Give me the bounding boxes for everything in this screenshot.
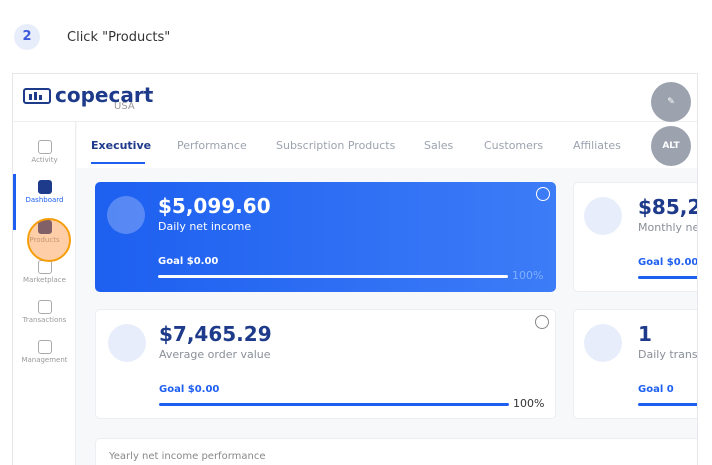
step-number: 2 — [14, 24, 40, 50]
sidebar-label: Management — [21, 356, 68, 364]
progress-percent: 100% — [512, 269, 544, 282]
card-icon — [107, 196, 145, 234]
active-indicator — [13, 174, 16, 230]
tab[interactable]: Executive — [91, 139, 152, 152]
sidebar-label: Activity — [31, 156, 58, 164]
card: 1 Daily transa Goal 0 — [573, 309, 698, 419]
sidebar-label: Marketplace — [23, 276, 66, 284]
tab[interactable]: Affiliates — [573, 139, 621, 152]
tab-underline — [91, 162, 145, 164]
card-value: $85,2 — [638, 195, 698, 219]
tab[interactable]: Sales — [424, 139, 454, 152]
sidebar-icon — [37, 260, 52, 274]
card-label: Daily transa — [638, 348, 698, 361]
sidebar-item[interactable]: Marketplace — [13, 260, 76, 284]
progress-bar — [159, 403, 509, 406]
sidebar: Activity Dashboard Products Marketplace Tran… — [13, 122, 76, 465]
card-goal: Goal $0.00 — [158, 256, 219, 267]
sidebar-item[interactable]: Management — [13, 340, 76, 364]
sidebar-label: Dashboard — [25, 196, 64, 204]
card-label: Monthly net — [638, 221, 698, 234]
card-goal: Goal $0.00 — [159, 384, 220, 395]
card: $5,099.60 Daily net income Goal $0.00 100% — [95, 182, 556, 292]
sidebar-item[interactable]: Transactions — [13, 300, 76, 324]
card-value: $5,099.60 — [158, 194, 271, 218]
card-value: 1 — [638, 322, 652, 346]
card: $85,2 Monthly net Goal $0.00 — [573, 182, 698, 292]
logo: copecart — [55, 83, 154, 107]
card-icon — [584, 197, 622, 235]
card-goal: Goal $0.00 — [638, 257, 698, 268]
screenshot: copecart USA Activity Dashboard Products Ma… — [12, 73, 698, 465]
info-icon — [536, 187, 550, 201]
sidebar-icon — [37, 140, 52, 154]
section-title: Yearly net income performance — [109, 451, 266, 462]
edit-button[interactable]: ✎ — [651, 82, 691, 122]
chart-card: Yearly net income performance — [95, 438, 697, 465]
header: copecart USA — [13, 74, 697, 122]
card-label: Average order value — [159, 348, 271, 361]
card-label: Daily net income — [158, 220, 252, 233]
region: USA — [114, 101, 135, 112]
logo-icon — [23, 88, 51, 104]
sidebar-icon — [37, 300, 52, 314]
card: $7,465.29 Average order value Goal $0.00 10… — [95, 309, 556, 419]
card-icon — [584, 324, 622, 362]
progress-bar — [638, 276, 697, 279]
card-icon — [108, 324, 146, 362]
sidebar-icon — [37, 340, 52, 354]
tab[interactable]: Subscription Products — [276, 139, 396, 152]
progress-bar — [638, 403, 697, 406]
tab[interactable]: Performance — [177, 139, 247, 152]
tabs: Executive Performance Subscription Product… — [77, 122, 697, 168]
sidebar-label: Transactions — [22, 316, 67, 324]
sidebar-icon — [37, 180, 52, 194]
info-icon — [535, 315, 549, 329]
progress-bar — [158, 275, 508, 278]
alt-button[interactable]: ALT — [651, 126, 691, 166]
instruction: Click "Products" — [67, 30, 171, 45]
progress-percent: 100% — [513, 397, 545, 410]
sidebar-item[interactable]: Activity — [13, 140, 76, 164]
click-highlight — [27, 218, 71, 262]
tab[interactable]: Customers — [484, 139, 544, 152]
sidebar-item[interactable]: Dashboard — [13, 180, 76, 204]
card-goal: Goal 0 — [638, 384, 674, 395]
card-value: $7,465.29 — [159, 322, 272, 346]
